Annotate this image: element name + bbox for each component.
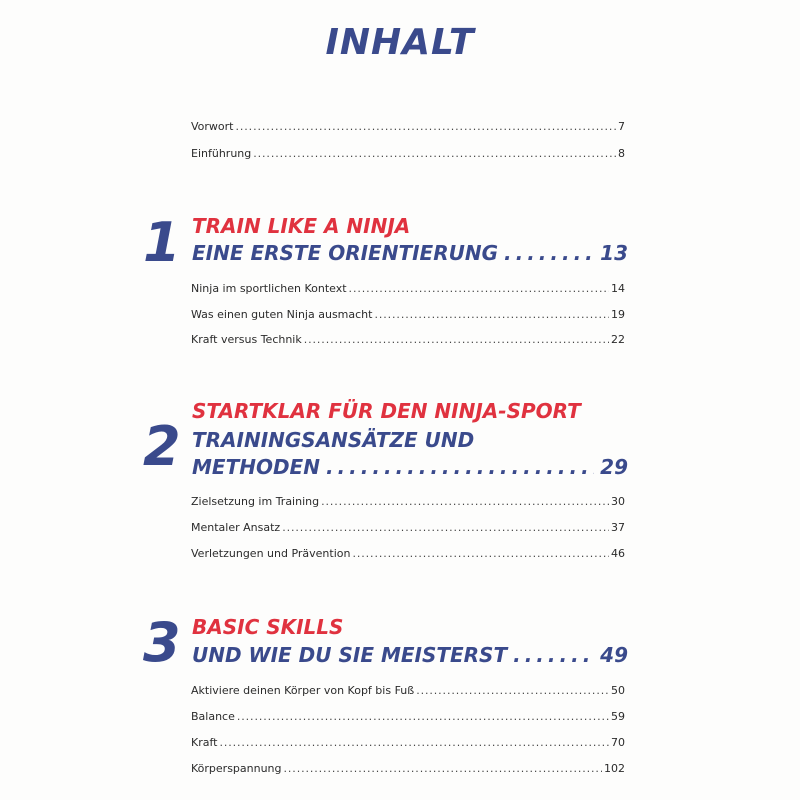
entry-label: Mentaler Ansatz bbox=[191, 521, 281, 534]
page-title: INHALT bbox=[325, 22, 475, 63]
dot-leader bbox=[349, 282, 609, 295]
entry-label: Kraft versus Technik bbox=[191, 333, 302, 346]
chapter-number: 2 bbox=[143, 415, 181, 478]
entry-page: 59 bbox=[611, 710, 625, 723]
chapter-page: 13 bbox=[600, 241, 628, 265]
chapter-subtitle-row[interactable]: UND WIE DU SIE MEISTERST 49 bbox=[192, 643, 628, 667]
entry-page: 7 bbox=[618, 120, 625, 133]
entry-page: 46 bbox=[611, 547, 625, 560]
dot-leader bbox=[253, 147, 616, 160]
chapter-title: STARTKLAR FÜR DEN NINJA-SPORT bbox=[192, 399, 581, 423]
dot-leader bbox=[504, 241, 594, 265]
toc-entry[interactable]: Kraft 70 bbox=[191, 736, 625, 752]
toc-entry[interactable]: Aktiviere deinen Körper von Kopf bis Fuß… bbox=[191, 684, 625, 700]
dot-leader bbox=[304, 333, 609, 346]
dot-leader bbox=[352, 547, 609, 560]
chapter-title: BASIC SKILLS bbox=[192, 615, 344, 639]
toc-entry[interactable]: Mentaler Ansatz 37 bbox=[191, 521, 625, 537]
chapter-subtitle: EINE ERSTE ORIENTIERUNG bbox=[192, 241, 498, 265]
entry-page: 30 bbox=[611, 495, 625, 508]
chapter-subtitle: TRAININGSANSÄTZE UND bbox=[192, 428, 475, 452]
toc-entry-vorwort[interactable]: Vorwort 7 bbox=[191, 120, 625, 136]
dot-leader bbox=[237, 710, 609, 723]
entry-page: 70 bbox=[611, 736, 625, 749]
chapter-subtitle: UND WIE DU SIE MEISTERST bbox=[192, 643, 508, 667]
chapter-subtitle-row[interactable]: METHODEN 29 bbox=[192, 455, 628, 479]
entry-label: Einführung bbox=[191, 147, 252, 160]
chapter-subtitle-row[interactable]: EINE ERSTE ORIENTIERUNG 13 bbox=[192, 241, 628, 265]
entry-page: 37 bbox=[611, 521, 625, 534]
entry-page: 19 bbox=[611, 308, 625, 321]
chapter-subtitle: METHODEN bbox=[192, 455, 320, 479]
entry-label: Verletzungen und Prävention bbox=[191, 547, 351, 560]
dot-leader bbox=[374, 308, 609, 321]
entry-page: 102 bbox=[604, 762, 625, 775]
entry-page: 14 bbox=[611, 282, 625, 295]
toc-entry[interactable]: Verletzungen und Prävention 46 bbox=[191, 547, 625, 563]
dot-leader bbox=[236, 120, 617, 133]
chapter-title: TRAIN LIKE A NINJA bbox=[192, 214, 411, 238]
entry-label: Was einen guten Ninja ausmacht bbox=[191, 308, 373, 321]
dot-leader bbox=[326, 455, 594, 479]
entry-label: Balance bbox=[191, 710, 235, 723]
entry-label: Ninja im sportlichen Kontext bbox=[191, 282, 347, 295]
dot-leader bbox=[219, 736, 609, 749]
entry-label: Vorwort bbox=[191, 120, 234, 133]
entry-page: 22 bbox=[611, 333, 625, 346]
chapter-number: 3 bbox=[143, 611, 181, 674]
dot-leader bbox=[282, 521, 609, 534]
toc-entry[interactable]: Kraft versus Technik 22 bbox=[191, 333, 625, 349]
entry-page: 50 bbox=[611, 684, 625, 697]
toc-entry[interactable]: Körperspannung 102 bbox=[191, 762, 625, 778]
entry-label: Zielsetzung im Training bbox=[191, 495, 320, 508]
toc-entry-einfuehrung[interactable]: Einführung 8 bbox=[191, 147, 625, 163]
entry-page: 8 bbox=[618, 147, 625, 160]
dot-leader bbox=[513, 643, 594, 667]
entry-label: Körperspannung bbox=[191, 762, 282, 775]
toc-entry[interactable]: Zielsetzung im Training 30 bbox=[191, 495, 625, 511]
chapter-number: 1 bbox=[143, 211, 181, 274]
entry-label: Aktiviere deinen Körper von Kopf bis Fuß bbox=[191, 684, 415, 697]
toc-entry[interactable]: Was einen guten Ninja ausmacht 19 bbox=[191, 308, 625, 324]
entry-label: Kraft bbox=[191, 736, 218, 749]
chapter-page: 29 bbox=[600, 455, 628, 479]
dot-leader bbox=[284, 762, 602, 775]
chapter-page: 49 bbox=[600, 643, 628, 667]
toc-entry[interactable]: Ninja im sportlichen Kontext 14 bbox=[191, 282, 625, 298]
dot-leader bbox=[416, 684, 609, 697]
toc-entry[interactable]: Balance 59 bbox=[191, 710, 625, 726]
dot-leader bbox=[321, 495, 609, 508]
